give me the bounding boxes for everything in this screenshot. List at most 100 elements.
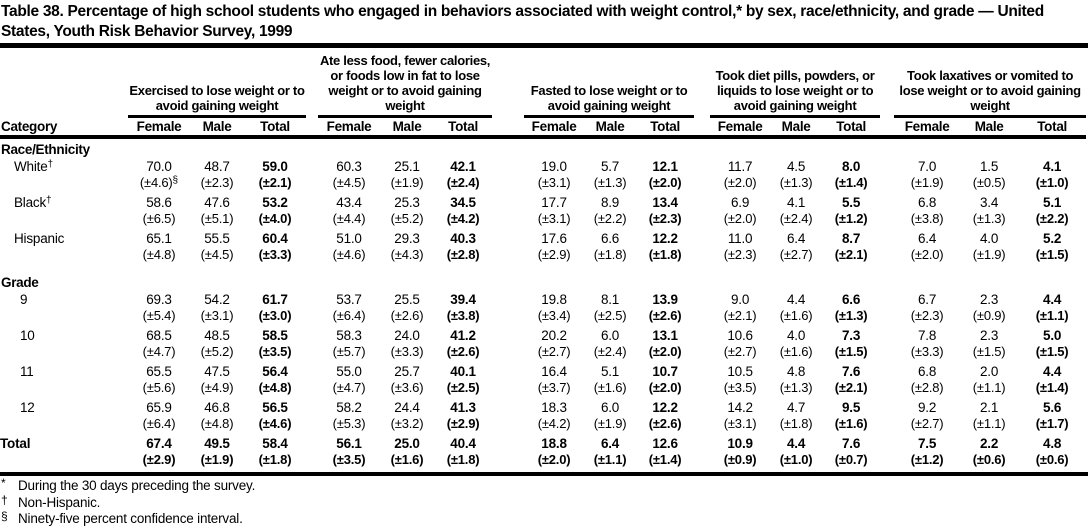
cell-confidence-interval: (±1.5): [1018, 247, 1086, 264]
column-spacer: [492, 291, 524, 327]
data-cell: 12.2 (±2.6): [636, 399, 694, 435]
data-cell: 56.1 (±3.5): [318, 435, 380, 471]
data-cell: 17.7 (±3.1): [524, 194, 584, 230]
cell-confidence-interval: (±3.3): [244, 247, 306, 264]
row-label: 12: [0, 399, 128, 435]
cell-confidence-interval: (±4.6): [318, 247, 380, 264]
cell-value: 5.2: [1043, 231, 1062, 246]
cell-value: 65.1: [146, 231, 172, 246]
sub-header-female: Female: [710, 116, 771, 139]
cell-value: 4.8: [1043, 436, 1062, 451]
ci-text: (±5.1): [200, 211, 234, 226]
sub-header-female: Female: [128, 116, 190, 139]
table-row: 10 68.5 (±4.7) 48.5 (±5.2) 58.5 (±3.5) 58.3 (±5.…: [0, 327, 1086, 363]
data-cell: 70.0 (±4.6)§: [128, 158, 190, 194]
asterisk-marker: *: [1, 476, 6, 490]
row-label: Total: [0, 435, 128, 471]
cell-value: 6.0: [600, 400, 620, 415]
cell-confidence-interval: (±3.5): [244, 344, 306, 361]
table-row: White† 70.0 (±4.6)§ 48.7 (±2.3) 59.0 (±2.1) 60.…: [0, 158, 1086, 194]
column-spacer: [306, 194, 318, 230]
data-cell: 2.3 (±0.9): [960, 291, 1018, 327]
cell-value: 7.3: [842, 328, 861, 343]
cell-value: 6.4: [600, 436, 620, 451]
cell-value: 67.4: [146, 436, 172, 451]
data-cell: 7.6 (±0.7): [822, 435, 880, 471]
column-group-header: Ate less food, fewer calories, or foods …: [318, 53, 493, 118]
data-cell: 40.4 (±1.8): [434, 435, 492, 471]
cell-value: 40.3: [450, 231, 476, 246]
ci-text: (±0.7): [834, 452, 868, 467]
cell-value: 1.5: [980, 159, 999, 174]
cell-value: 6.9: [730, 195, 750, 210]
footnote-survey-period: * During the 30 days preceding the survey…: [0, 476, 1088, 495]
cell-value: 59.0: [262, 159, 288, 174]
column-spacer: [880, 435, 894, 471]
data-cell: 48.7 (±2.3): [190, 158, 244, 194]
column-spacer: [306, 363, 318, 399]
cell-confidence-interval: (±1.9): [960, 247, 1018, 264]
cell-confidence-interval: (±2.8): [894, 380, 960, 397]
cell-confidence-interval: (±2.2): [584, 211, 636, 228]
data-cell: 12.6 (±1.4): [636, 435, 694, 471]
ci-text: (±2.6): [648, 416, 682, 431]
data-cell: 40.1 (±2.5): [434, 363, 492, 399]
ci-text: (±5.2): [200, 344, 234, 359]
cell-confidence-interval: (±3.8): [434, 308, 492, 325]
ci-text: (±3.7): [537, 380, 571, 395]
cell-confidence-interval: (±1.6): [380, 452, 434, 469]
cell-value: 18.3: [541, 400, 567, 415]
cell-value: 7.6: [842, 364, 861, 379]
data-cell: 5.2 (±1.5): [1018, 230, 1086, 266]
section-header-label: Race/Ethnicity: [1, 142, 90, 157]
data-cell: 7.0 (±1.9): [894, 158, 960, 194]
cell-confidence-interval: (±1.0): [770, 452, 822, 469]
cell-confidence-interval: (±2.4): [434, 175, 492, 192]
ci-text: (±0.5): [972, 175, 1006, 190]
cell-value: 70.0: [146, 159, 172, 174]
column-spacer: [694, 158, 710, 194]
ci-text: (±1.6): [779, 344, 813, 359]
cell-value: 4.4: [1043, 364, 1062, 379]
ci-text: (±2.1): [723, 308, 757, 323]
cell-confidence-interval: (±0.6): [1018, 452, 1086, 469]
ci-text: (±2.7): [779, 247, 813, 262]
cell-value: 25.7: [394, 364, 420, 379]
cell-value: 48.7: [204, 159, 230, 174]
cell-value: 10.6: [727, 328, 753, 343]
ci-text: (±3.1): [537, 175, 571, 190]
data-cell: 60.3 (±4.5): [318, 158, 380, 194]
data-cell: 11.0 (±2.3): [710, 230, 770, 266]
column-spacer: [306, 116, 319, 139]
ci-text: (±2.4): [779, 211, 813, 226]
data-cell: 7.6 (±2.1): [822, 363, 880, 399]
cell-value: 4.7: [786, 400, 806, 415]
data-cell: 51.0 (±4.6): [318, 230, 380, 266]
cell-confidence-interval: (±1.3): [770, 380, 822, 397]
cell-confidence-interval: (±1.1): [960, 380, 1018, 397]
cell-confidence-interval: (±4.5): [190, 247, 244, 264]
data-cell: 55.0 (±4.7): [318, 363, 380, 399]
cell-value: 16.4: [541, 364, 567, 379]
column-spacer: [880, 116, 895, 139]
cell-confidence-interval: (±2.0): [636, 380, 694, 397]
data-cell: 5.0 (±1.5): [1018, 327, 1086, 363]
cell-value: 12.1: [652, 159, 678, 174]
column-spacer: [880, 399, 894, 435]
cell-value: 12.2: [652, 231, 678, 246]
ci-text: (±1.8): [593, 247, 627, 262]
cell-value: 10.9: [727, 436, 753, 451]
data-cell: 65.1 (±4.8): [128, 230, 190, 266]
cell-value: 7.8: [918, 328, 937, 343]
cell-value: 8.9: [600, 195, 620, 210]
column-spacer: [492, 53, 524, 117]
ci-text: (±2.0): [723, 175, 757, 190]
ci-text: (±1.6): [593, 380, 627, 395]
ci-text: (±3.5): [723, 380, 757, 395]
cell-confidence-interval: (±2.6): [636, 416, 694, 433]
ci-text: (±2.6): [390, 308, 424, 323]
column-spacer: [492, 435, 524, 471]
cell-value: 56.4: [262, 364, 288, 379]
cell-value: 6.4: [786, 231, 806, 246]
cell-confidence-interval: (±3.3): [894, 344, 960, 361]
